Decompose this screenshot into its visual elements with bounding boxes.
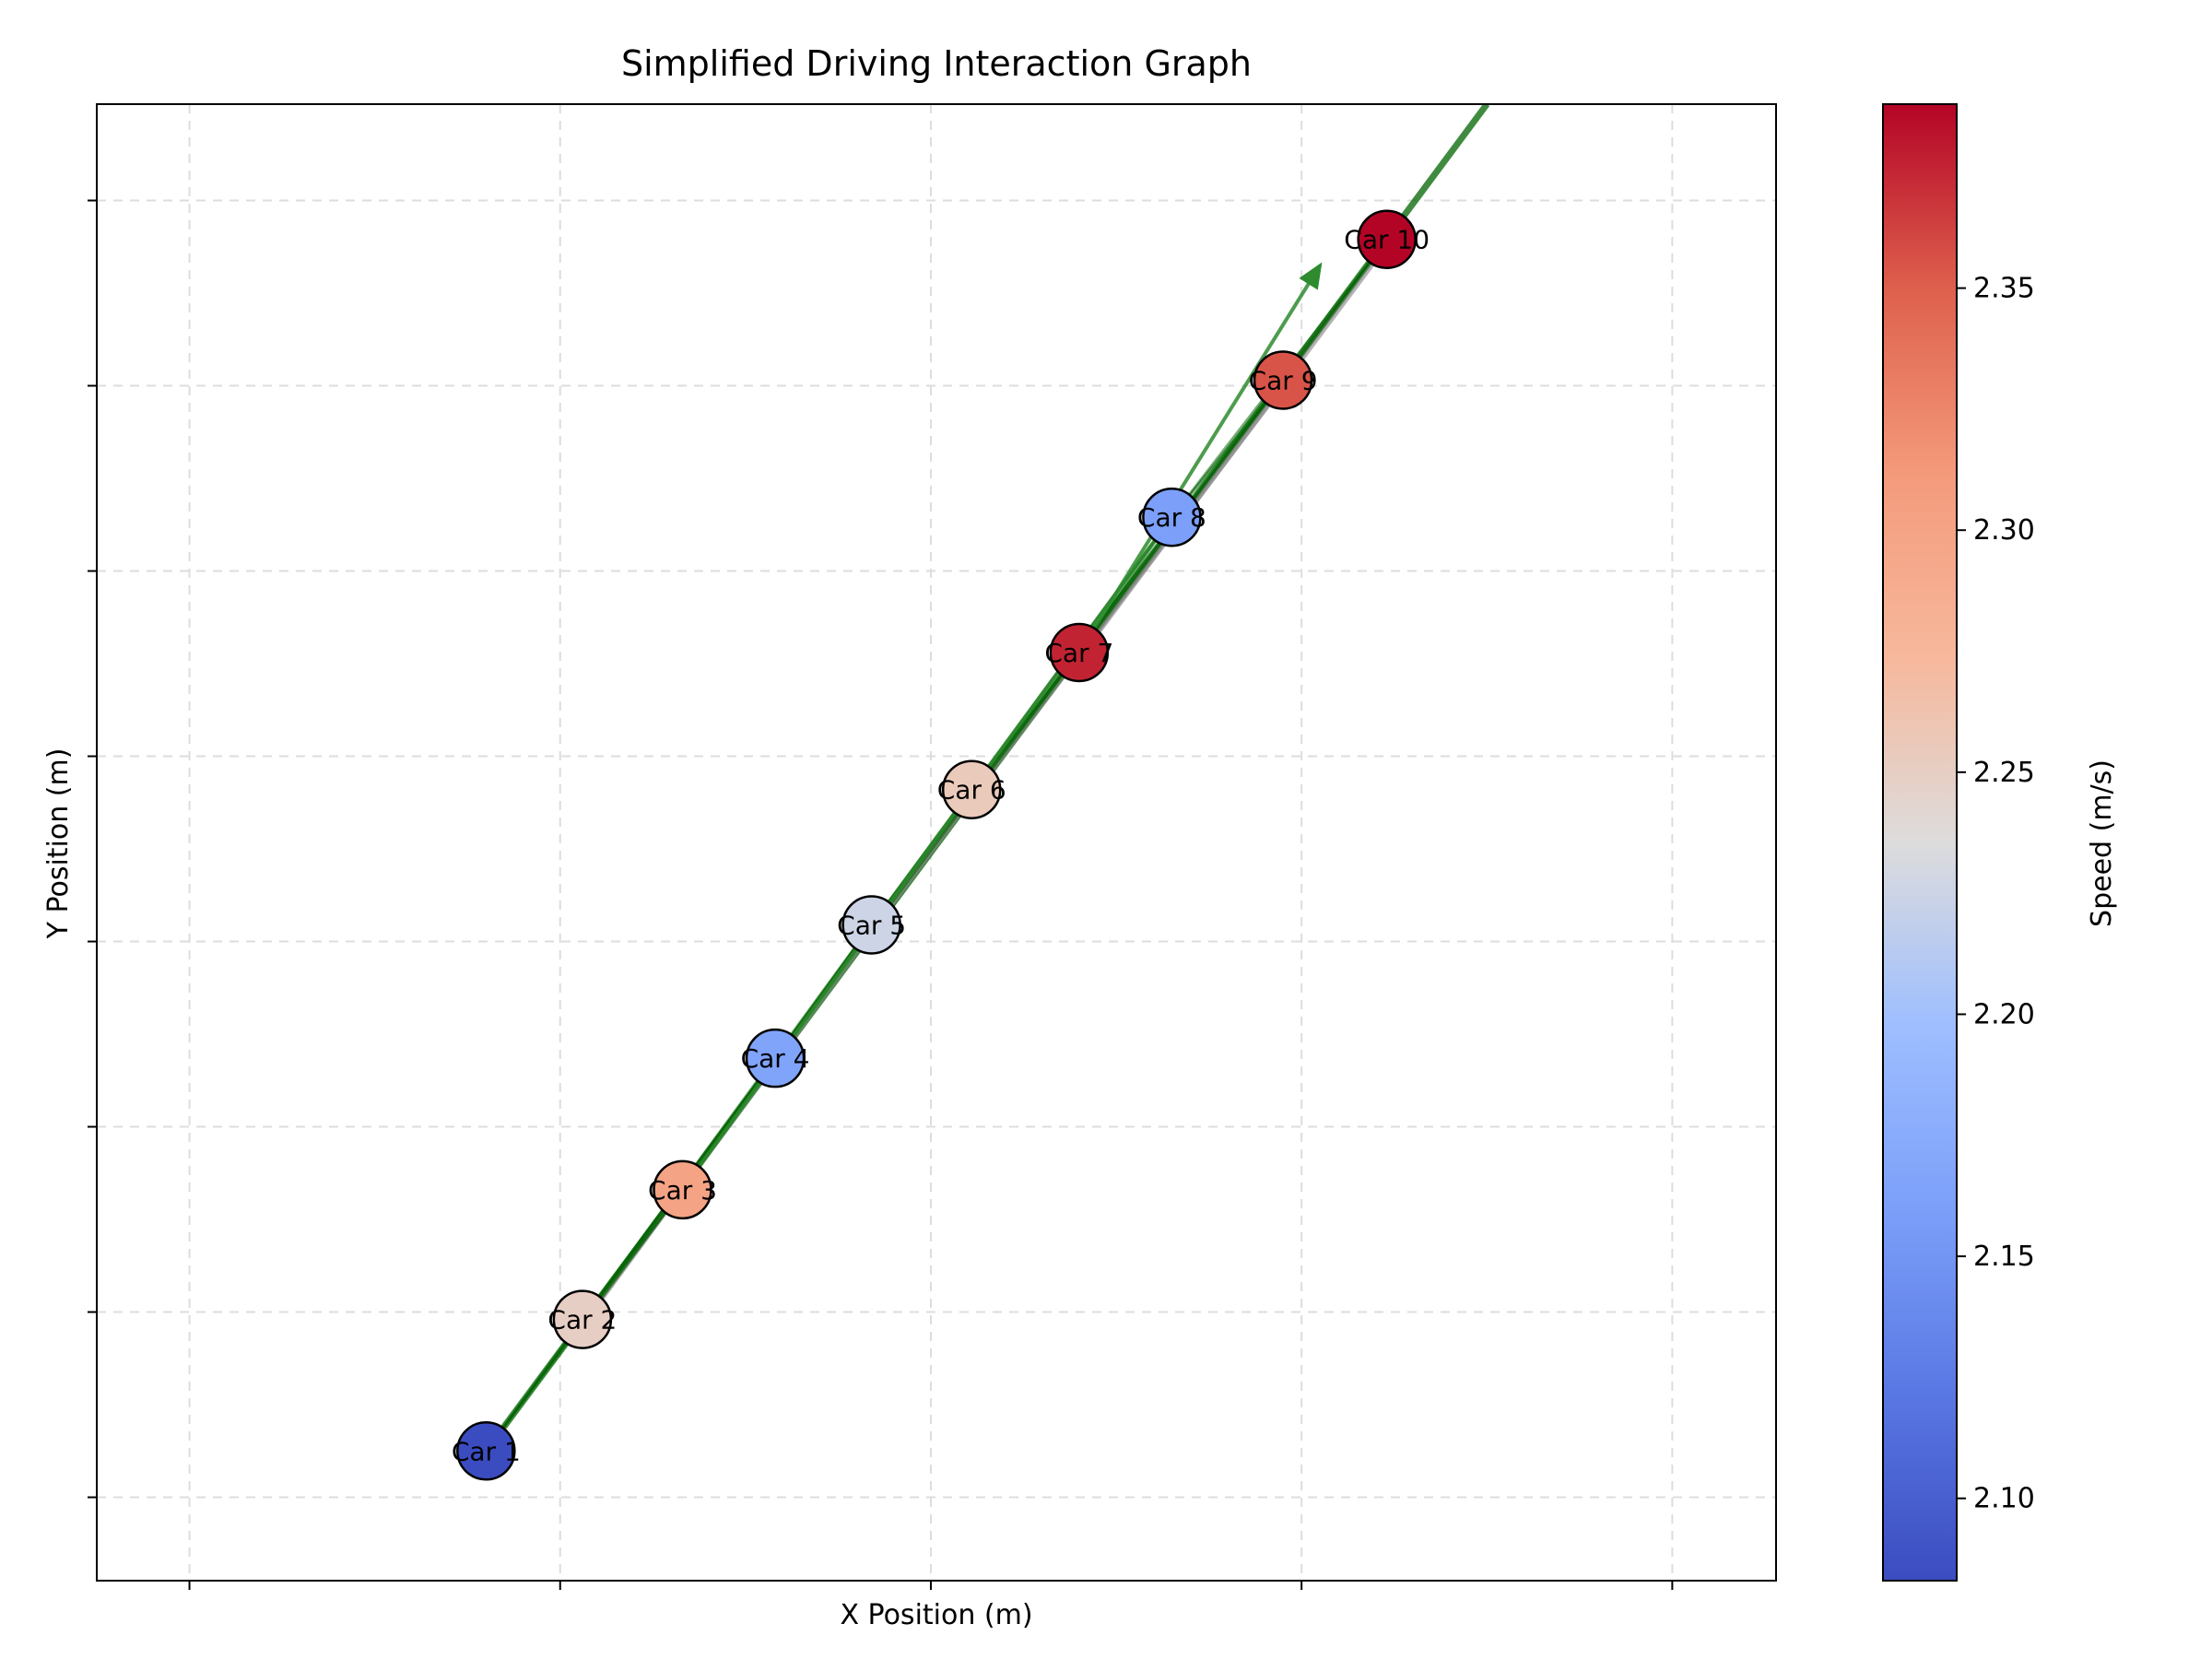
car-label: Car 9 xyxy=(1249,365,1318,395)
car-point: Car 1 xyxy=(452,1421,521,1481)
colorbar-ticks: 2.10 2.15 2.20 2.25 2.30 2.35 xyxy=(1957,273,2035,1515)
chart-title: Simplified Driving Interaction Graph xyxy=(621,43,1252,84)
car-marker xyxy=(1142,487,1202,547)
car-label: Car 2 xyxy=(547,1305,617,1335)
colorbar-label: Speed (m/s) xyxy=(2086,759,2118,927)
car-marker xyxy=(745,1028,806,1088)
car-point: Car 10 xyxy=(1344,209,1430,269)
car-label: Car 8 xyxy=(1137,502,1206,533)
car-label: Car 10 xyxy=(1344,225,1430,255)
car-marker xyxy=(1253,350,1313,410)
car-point: Car 4 xyxy=(741,1028,810,1088)
car-marker xyxy=(841,895,901,955)
car-marker xyxy=(653,1159,712,1220)
car-label: Car 5 xyxy=(837,910,906,940)
car-marker xyxy=(1357,209,1417,269)
car-point: Car 5 xyxy=(837,895,906,955)
interaction-arrow xyxy=(680,786,974,1192)
car-label: Car 4 xyxy=(741,1043,810,1074)
car-point: Car 6 xyxy=(937,759,1006,819)
car-point: Car 8 xyxy=(1137,487,1206,547)
colorbar-tick-label: 2.20 xyxy=(1973,998,2035,1030)
colorbar-tick-label: 2.25 xyxy=(1973,757,2035,789)
car-point: Car 3 xyxy=(648,1159,717,1220)
colorbar-tick-label: 2.15 xyxy=(1973,1241,2035,1273)
y-axis-label: Y Position (m) xyxy=(42,748,75,940)
colorbar xyxy=(1882,103,1958,1582)
plot-frame xyxy=(96,103,1777,1582)
car-label: Car 6 xyxy=(937,775,1006,806)
colorbar-tick-label: 2.10 xyxy=(1973,1483,2035,1515)
car-point: Car 9 xyxy=(1249,350,1318,410)
car-marker xyxy=(456,1421,516,1481)
colorbar-tick-label: 2.30 xyxy=(1973,514,2035,547)
colorbar-tick-label: 2.35 xyxy=(1973,273,2035,305)
car-marker xyxy=(1049,622,1110,683)
car-points: Car 1 Car 2 Car 3 Car 4 Car 5 Car 6 Car 7 Car 8… xyxy=(452,209,1430,1481)
car-point: Car 2 xyxy=(547,1289,617,1349)
car-marker xyxy=(941,759,1002,819)
car-label: Car 7 xyxy=(1044,638,1113,668)
car-point: Car 7 xyxy=(1044,622,1113,683)
car-label: Car 3 xyxy=(648,1175,717,1206)
x-axis-label: X Position (m) xyxy=(840,1599,1032,1631)
car-label: Car 1 xyxy=(452,1436,521,1466)
car-marker xyxy=(552,1289,613,1349)
interaction-edge-grey xyxy=(1080,237,1394,654)
